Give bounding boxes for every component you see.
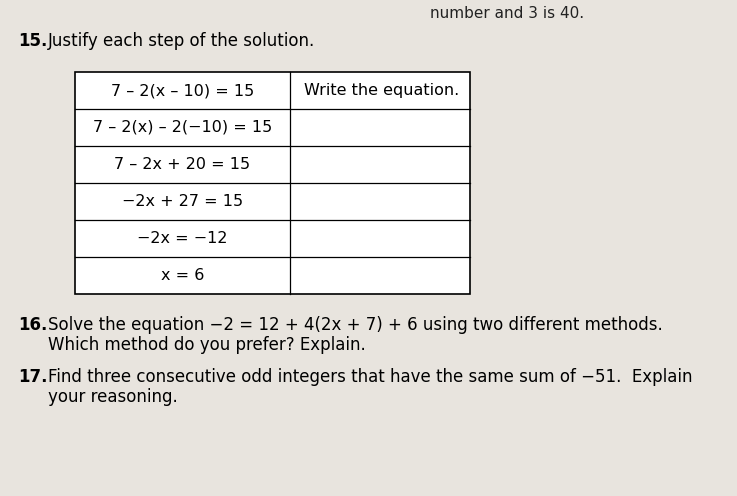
Text: Find three consecutive odd integers that have the same sum of −51.  Explain: Find three consecutive odd integers that…: [48, 368, 693, 386]
Text: x = 6: x = 6: [161, 268, 204, 283]
Text: Which method do you prefer? Explain.: Which method do you prefer? Explain.: [48, 336, 366, 354]
Text: 7 – 2(x – 10) = 15: 7 – 2(x – 10) = 15: [111, 83, 254, 98]
Text: Justify each step of the solution.: Justify each step of the solution.: [48, 32, 315, 50]
Text: Write the equation.: Write the equation.: [304, 83, 459, 98]
Text: 7 – 2x + 20 = 15: 7 – 2x + 20 = 15: [114, 157, 251, 172]
Text: Solve the equation −2 = 12 + 4(2x + 7) + 6 using two different methods.: Solve the equation −2 = 12 + 4(2x + 7) +…: [48, 316, 663, 334]
Text: number and 3 is 40.: number and 3 is 40.: [430, 6, 584, 21]
Text: 7 – 2(x) – 2(−10) = 15: 7 – 2(x) – 2(−10) = 15: [93, 120, 272, 135]
Text: −2x = −12: −2x = −12: [137, 231, 228, 246]
Text: 16.: 16.: [18, 316, 47, 334]
Text: −2x + 27 = 15: −2x + 27 = 15: [122, 194, 243, 209]
Bar: [75, 72, 470, 294]
Text: your reasoning.: your reasoning.: [48, 388, 178, 406]
Text: 15.: 15.: [18, 32, 47, 50]
Text: 17.: 17.: [18, 368, 47, 386]
